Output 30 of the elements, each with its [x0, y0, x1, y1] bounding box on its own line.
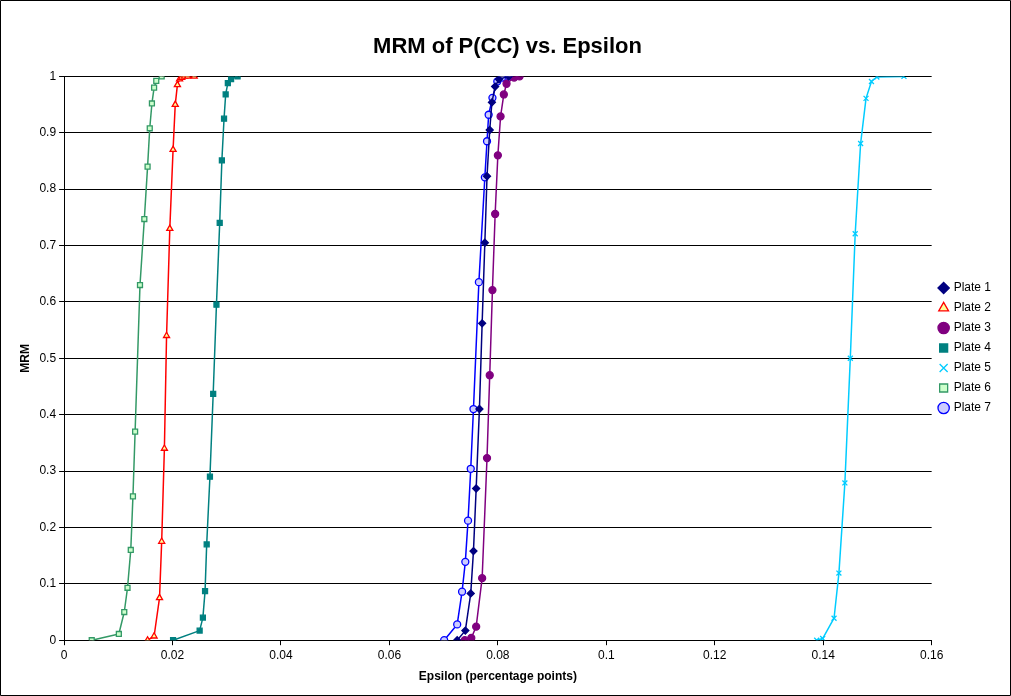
y-tick-label: 0.6 [39, 294, 57, 309]
x-tick-label: 0.06 [377, 647, 402, 662]
y-axis-title: MRM [17, 343, 32, 373]
legend-label: Plate 1 [953, 280, 992, 295]
y-tick-label: 0.8 [39, 181, 57, 196]
legend-label: Plate 3 [953, 320, 992, 335]
y-tick-label: 0.9 [39, 125, 57, 140]
legend-label: Plate 4 [953, 340, 992, 355]
y-tick-label: 0.2 [39, 519, 57, 534]
legend-label: Plate 2 [953, 300, 992, 315]
x-tick-label: 0.12 [703, 647, 727, 662]
y-tick-label: 0.1 [39, 576, 57, 591]
x-tick-label: 0.14 [811, 647, 836, 662]
x-axis-title: Epsilon (percentage points) [418, 669, 577, 684]
x-tick-label: 0.1 [597, 647, 615, 662]
legend-label: Plate 7 [953, 400, 992, 415]
chart-title: MRM of P(CC) vs. Epsilon [373, 33, 642, 59]
y-tick-label: 0.7 [39, 237, 57, 252]
x-tick-label: 0.16 [919, 647, 944, 662]
legend-label: Plate 5 [953, 360, 992, 375]
y-tick-label: 0.5 [39, 350, 57, 365]
x-tick-label: 0.08 [486, 647, 510, 662]
legend-label: Plate 6 [953, 380, 992, 395]
y-tick-label: 0 [49, 632, 57, 647]
x-tick-label: 0 [60, 647, 68, 662]
x-tick-label: 0.02 [160, 647, 185, 662]
y-tick-label: 1 [49, 68, 57, 83]
y-tick-label: 0.3 [39, 463, 57, 478]
x-tick-label: 0.04 [269, 647, 293, 662]
y-tick-label: 0.4 [39, 406, 57, 421]
